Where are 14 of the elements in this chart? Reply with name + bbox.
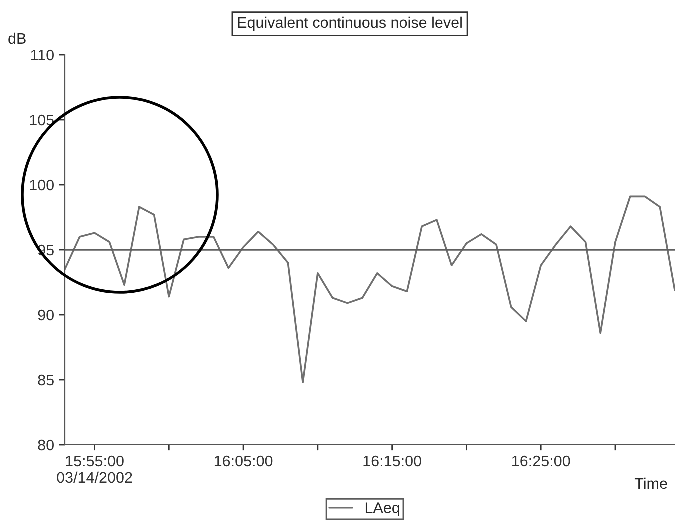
x-axis-title: Time	[634, 478, 668, 490]
y-tick-label: 90	[38, 310, 54, 321]
chart-title: Equivalent continuous noise level	[238, 16, 462, 32]
y-tick-label: 80	[38, 440, 54, 451]
x-tick-label: 16:25:00	[512, 456, 570, 467]
x-tick-label: 16:15:00	[364, 456, 422, 467]
y-tick-label: 100	[30, 180, 54, 191]
y-tick-label: 85	[38, 374, 54, 386]
y-axis-title: dB	[8, 32, 26, 44]
x-tick-label: 15:55:00 03/14/2002	[57, 456, 132, 484]
line-series	[65, 196, 675, 384]
y-tick-label: 110	[31, 50, 54, 61]
legend-label: LAeq	[366, 502, 400, 516]
x-tick-label: 16:05:00	[214, 456, 273, 467]
